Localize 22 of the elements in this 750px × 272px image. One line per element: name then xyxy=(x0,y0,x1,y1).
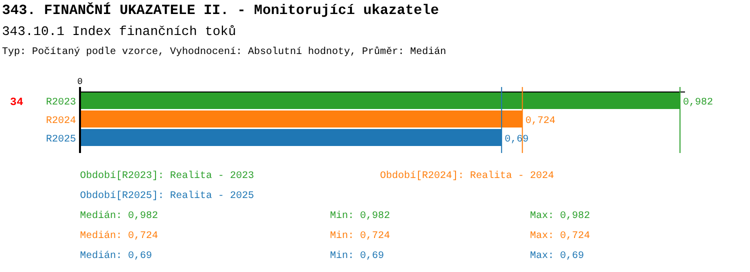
text: 34 xyxy=(10,97,24,109)
text: Max: 0,69 xyxy=(530,251,584,262)
text: Období[R2024]: Realita - 2024 xyxy=(380,170,554,182)
text: Min: 0,724 xyxy=(330,230,390,242)
text: Max: 0,724 xyxy=(530,231,590,242)
text: Medián: 0,69 xyxy=(80,250,152,262)
text: Min: 0,69 xyxy=(330,250,384,262)
chart-title: 343. FINANČNÍ UKAZATELE II. - Monitorující ukazatele xyxy=(2,2,439,19)
data-label: 0,982 xyxy=(683,98,714,109)
text: Období[R2023]: Realita - 2023 xyxy=(80,170,254,182)
y-tick-label: R2023 xyxy=(46,98,76,109)
text: Medián: 0,982 xyxy=(80,210,158,222)
annotation: 0 xyxy=(77,77,83,87)
chart-subtitle: 343.10.1 Index finančních toků xyxy=(2,24,236,39)
text: Typ: Počítaný podle vzorce, Vyhodnocení: Absolutní hodnoty, Průměr: Medián xyxy=(2,46,446,58)
y-tick-label: R2025 xyxy=(46,134,76,146)
text: Min: 0,982 xyxy=(330,210,390,222)
text: Max: 0,982 xyxy=(530,211,590,222)
text: Medián: 0,724 xyxy=(80,230,158,242)
data-label: 0,724 xyxy=(525,116,556,127)
y-tick-label: R2024 xyxy=(46,116,76,127)
text: Období[R2025]: Realita - 2025 xyxy=(80,190,254,202)
